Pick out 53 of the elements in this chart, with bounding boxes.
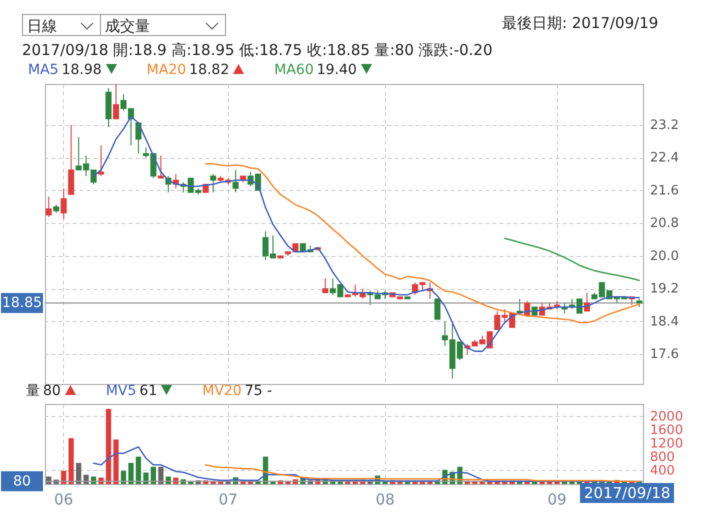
x-tick-label: 08	[376, 490, 395, 508]
candlestick	[112, 84, 120, 120]
text: MV5	[106, 383, 136, 399]
bar	[106, 408, 112, 484]
annotation: 75 -	[244, 383, 272, 399]
annotation: 61	[139, 383, 158, 399]
text: 最後日期: 2017/09/19	[502, 14, 658, 33]
bar	[158, 466, 164, 484]
line-series	[205, 464, 640, 482]
x-tick-label: 09	[547, 490, 567, 508]
candlestick	[46, 196, 52, 218]
y-tick-label: 2000	[650, 409, 684, 424]
y-tick-label: 20.8	[650, 216, 679, 232]
y-tick-label: 1600	[650, 422, 684, 438]
y-tick-label: 800	[650, 450, 675, 465]
line-series	[92, 446, 640, 483]
dropdown: 成交量	[100, 14, 226, 36]
annotation: 80	[43, 383, 61, 399]
text: 2017/09/18 開:18.9 高:18.95 低:18.75 收:18.85 量:80 漲跌:-0.20	[22, 41, 493, 60]
y-tick-label: 1200	[650, 436, 684, 452]
candlestick	[158, 155, 164, 179]
y-tick-label: 400	[650, 464, 675, 478]
candlestick	[434, 298, 440, 320]
y-tick-label: 23.2	[650, 118, 679, 133]
ref-line-label: 18.85	[2, 294, 42, 311]
candlestick	[60, 188, 67, 220]
candlestick	[98, 144, 104, 177]
text: MV20	[202, 383, 242, 399]
y-tick-label: 17.6	[650, 347, 679, 362]
bar	[136, 456, 142, 484]
candlestick	[232, 169, 239, 193]
line-series	[504, 238, 640, 282]
text: 18.82	[189, 62, 230, 78]
candlestick	[210, 174, 216, 193]
x-tick-label: 06	[54, 490, 74, 508]
y-tick-label: 20.0	[650, 248, 679, 264]
annotation: 2017/09/18	[580, 483, 674, 503]
ref-line-label: 80	[13, 473, 31, 490]
text: 量	[26, 383, 40, 399]
dropdown: 日線	[22, 14, 101, 36]
y-tick-label: 19.2	[650, 282, 679, 297]
y-tick-label: 18.4	[650, 314, 679, 330]
y-tick-label: 22.4	[650, 150, 679, 166]
text: MA60	[274, 62, 314, 78]
text: 19.40	[316, 62, 357, 78]
text: 18.98	[62, 62, 102, 78]
text: MA20	[146, 62, 186, 78]
x-tick-label: 07	[218, 490, 238, 508]
y-tick-label: 21.6	[650, 183, 679, 198]
candlestick	[322, 278, 328, 294]
text: MA5	[28, 62, 59, 78]
bar	[68, 438, 74, 484]
bar	[76, 462, 82, 484]
